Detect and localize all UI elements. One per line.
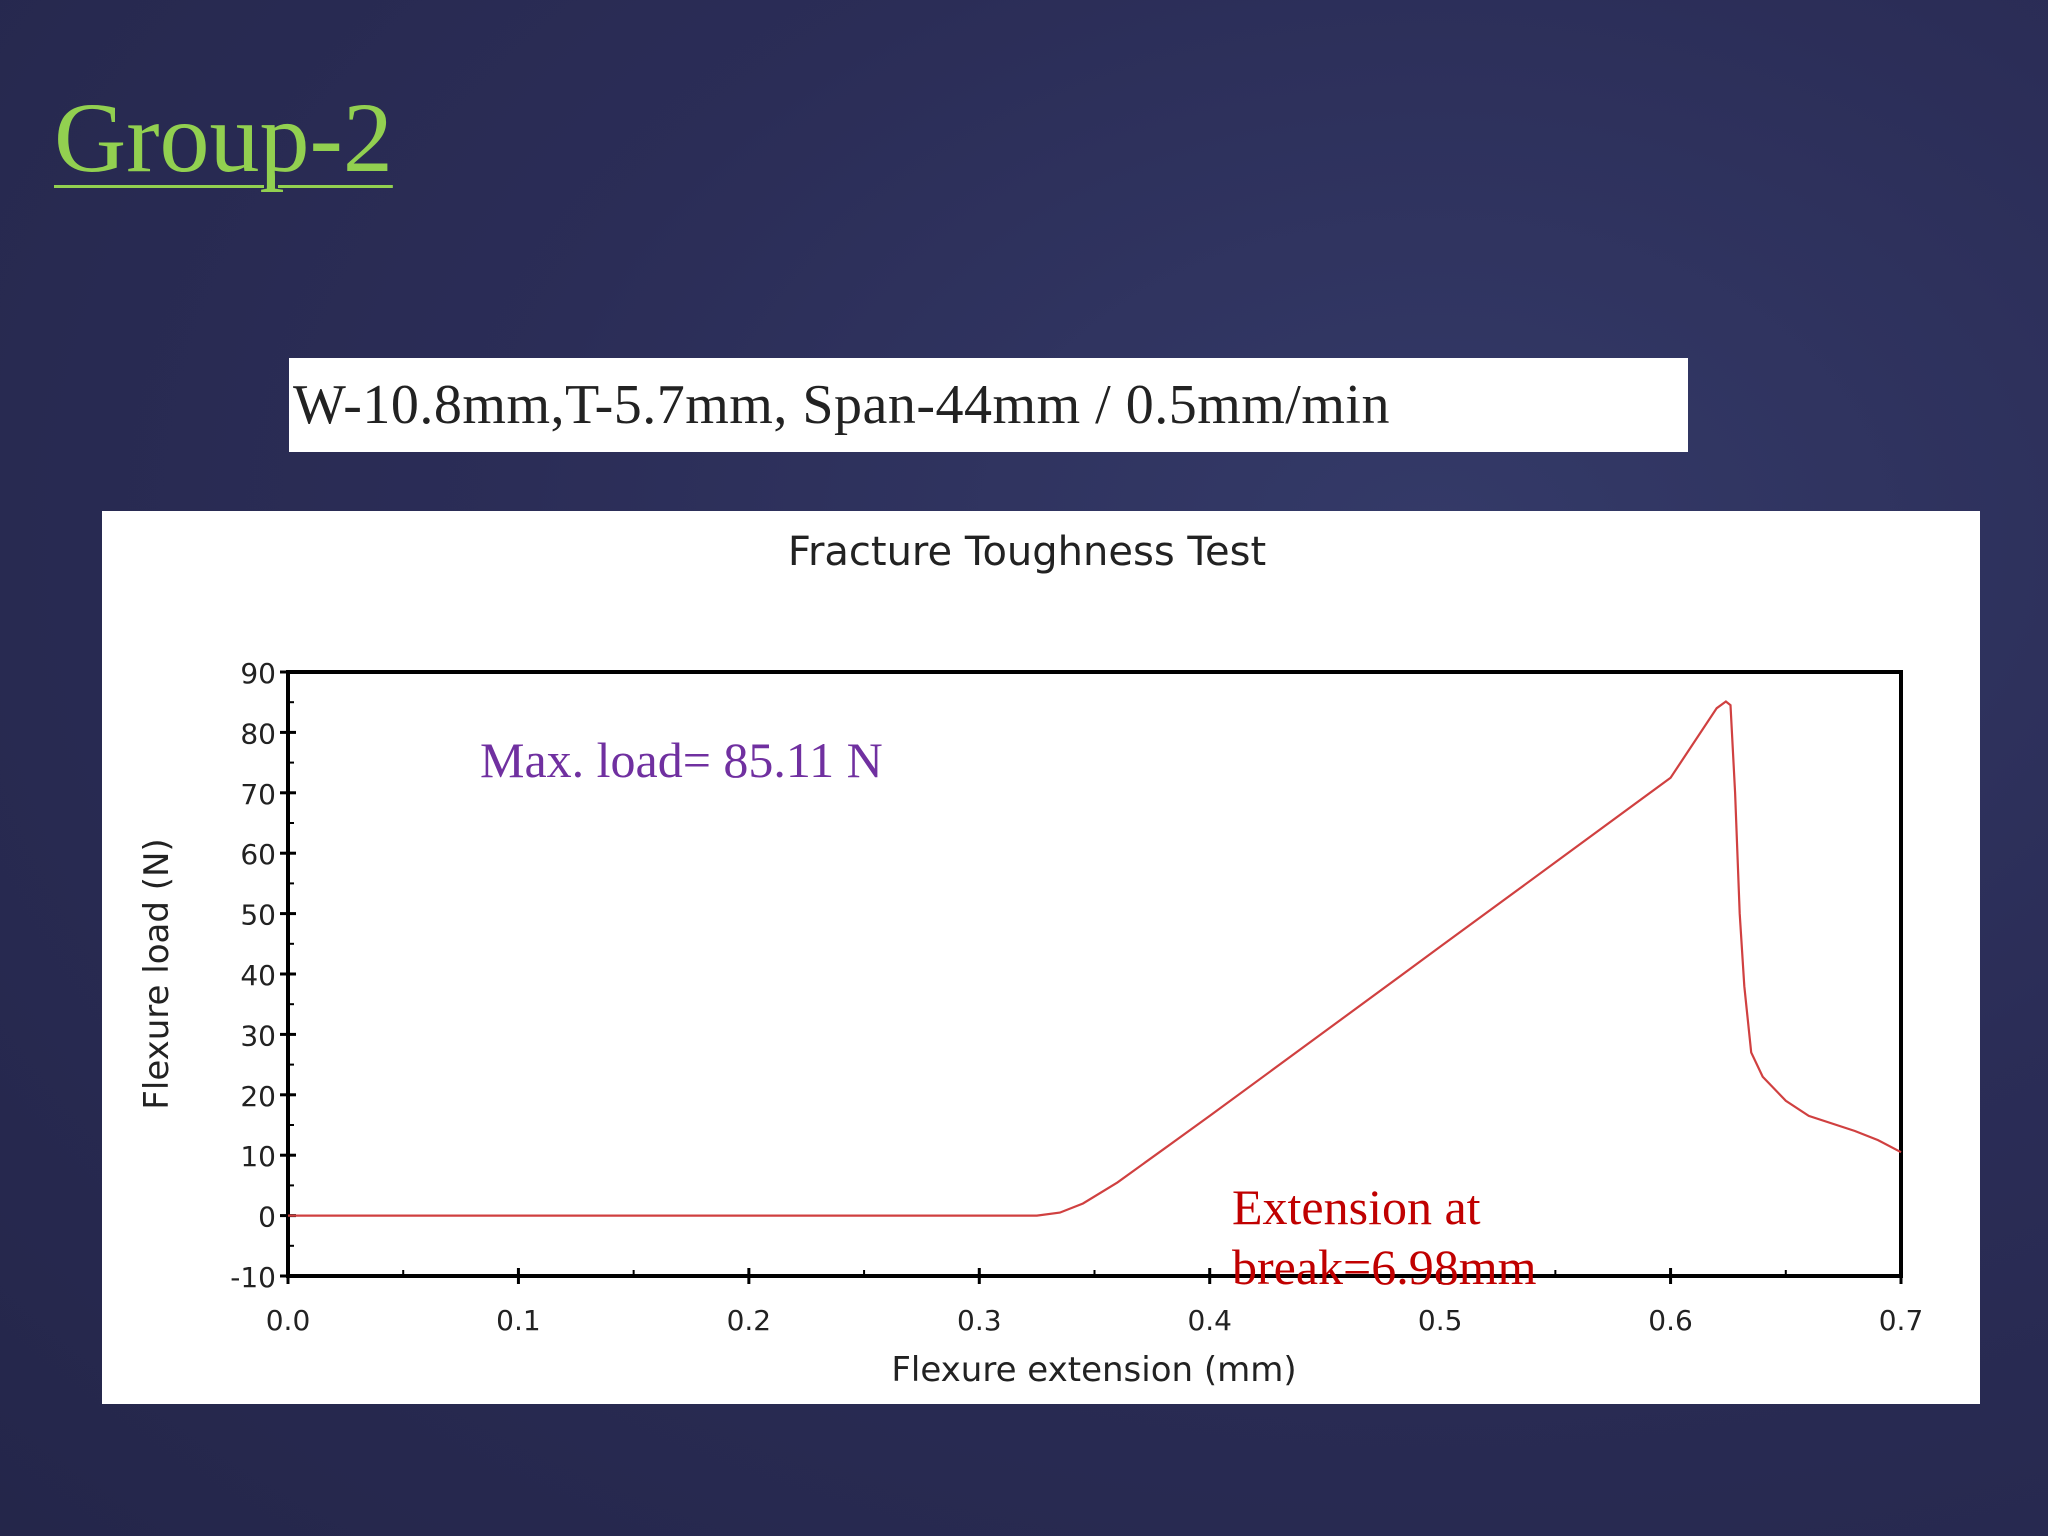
x-tick-label: 0.2 [727,1304,772,1337]
chart-panel: Fracture Toughness Test -10 0 10 20 30 40 50 60… [102,511,1980,1404]
x-tick-label: 0.6 [1648,1304,1693,1337]
y-tick-label: 20 [240,1080,276,1113]
y-tick-label: 70 [240,778,276,811]
x-axis-ticks: 0.0 0.1 0.2 0.3 0.4 0.5 0.6 0.7 [266,1268,1924,1337]
y-tick-label: 80 [240,717,276,750]
y-tick-label: 90 [240,657,276,690]
extension-at-break-annotation: Extension at break=6.98mm [1232,1179,1537,1295]
x-axis-label: Flexure extension (mm) [891,1350,1296,1390]
y-axis-label: Flexure load (N) [137,838,177,1109]
y-tick-label: 10 [240,1140,276,1173]
x-tick-label: 0.7 [1879,1304,1924,1337]
y-tick-label: -10 [230,1261,276,1294]
chart-title: Fracture Toughness Test [788,529,1266,575]
x-tick-label: 0.5 [1418,1304,1463,1337]
y-axis-ticks: -10 0 10 20 30 40 50 60 70 80 90 [230,657,296,1294]
specimen-spec-text: W-10.8mm,T-5.7mm, Span-44mm / 0.5mm/min [293,374,1390,436]
max-load-annotation: Max. load= 85.11 N [480,732,883,788]
y-tick-label: 50 [240,899,276,932]
x-tick-label: 0.1 [496,1304,541,1337]
load-extension-curve [288,700,1902,1217]
y-tick-label: 40 [240,959,276,992]
slide-title: Group-2 [54,82,393,193]
specimen-spec-box: W-10.8mm,T-5.7mm, Span-44mm / 0.5mm/min [289,358,1688,452]
y-tick-label: 0 [258,1201,276,1234]
y-tick-label: 60 [240,838,276,871]
x-tick-label: 0.3 [957,1304,1002,1337]
y-tick-label: 30 [240,1019,276,1052]
fracture-toughness-chart: Fracture Toughness Test -10 0 10 20 30 40 50 60… [137,529,1924,1390]
x-tick-label: 0.4 [1187,1304,1232,1337]
x-tick-label: 0.0 [266,1304,311,1337]
